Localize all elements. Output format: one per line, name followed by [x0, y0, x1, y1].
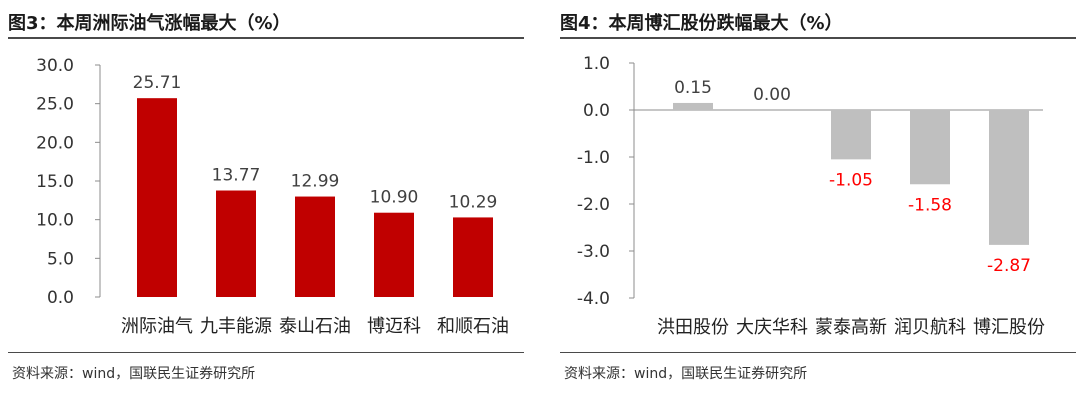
data-label: -2.87 — [987, 256, 1031, 276]
y-tick-label: 10.0 — [36, 211, 74, 231]
source-note: 资料来源：wind，国联民生证券研究所 — [12, 366, 256, 382]
y-tick-label: 30.0 — [36, 56, 74, 76]
bar-chart-losers: -4.0 -3.0 -2.0 -1.0 0.0 1.0 0.15 洪田股份 0.00 大庆华科 -1… — [577, 54, 1045, 338]
bar — [216, 190, 256, 297]
y-tick-label: -1.0 — [577, 148, 610, 168]
bar — [989, 110, 1029, 245]
data-label: -1.05 — [829, 170, 873, 190]
category-label: 博汇股份 — [973, 317, 1045, 338]
category-label: 蒙泰高新 — [815, 317, 887, 338]
left-chart-panel: 图3：本周洲际油气涨幅最大（%） 0.0 5.0 10.0 15.0 20.0 25.0 3… — [8, 13, 524, 382]
chart-title: 图4：本周博汇股份跌幅最大（%） — [560, 13, 843, 34]
category-label: 大庆华科 — [736, 317, 808, 338]
category-label: 泰山石油 — [279, 316, 351, 337]
title-divider — [8, 37, 524, 39]
category-label: 洪田股份 — [657, 317, 729, 338]
title-divider — [560, 37, 1076, 39]
y-tick-label: 0.0 — [47, 288, 74, 308]
y-tick-label: 5.0 — [47, 249, 74, 269]
data-label: 10.29 — [449, 192, 498, 212]
data-label: 12.99 — [291, 172, 340, 192]
bar — [910, 110, 950, 185]
category-label: 润贝航科 — [894, 317, 966, 338]
source-note: 资料来源：wind，国联民生证券研究所 — [564, 366, 808, 382]
y-tick-label: 15.0 — [36, 172, 74, 192]
right-chart-panel: 图4：本周博汇股份跌幅最大（%） -4.0 -3.0 -2.0 -1.0 0.0 1.0 0… — [552, 0, 1080, 401]
bottom-divider — [560, 352, 1076, 353]
data-label: 0.15 — [674, 78, 712, 98]
bar — [374, 212, 414, 297]
bar — [831, 110, 871, 160]
data-label: 10.90 — [370, 188, 419, 208]
category-label: 九丰能源 — [200, 316, 272, 337]
data-label: -1.58 — [908, 195, 952, 215]
y-tick-label: -4.0 — [577, 289, 610, 309]
y-tick-label: 0.0 — [583, 101, 610, 121]
data-label: 0.00 — [753, 85, 791, 105]
y-tick-label: -3.0 — [577, 242, 610, 262]
data-label: 25.71 — [133, 73, 182, 93]
y-tick-label: 25.0 — [36, 95, 74, 115]
bar — [673, 102, 713, 110]
bottom-divider — [8, 352, 524, 353]
y-tick-label: -2.0 — [577, 195, 610, 215]
bar-chart-gainers: 0.0 5.0 10.0 15.0 20.0 25.0 30.0 25.71 洲际油气 13.77… — [36, 56, 509, 337]
category-label: 和顺石油 — [437, 316, 509, 337]
y-tick-label: 1.0 — [583, 54, 610, 74]
bar — [295, 196, 335, 297]
category-label: 洲际油气 — [121, 316, 193, 337]
bar — [137, 98, 177, 297]
bar — [453, 217, 493, 297]
data-label: 13.77 — [212, 166, 261, 186]
chart-title: 图3：本周洲际油气涨幅最大（%） — [8, 13, 291, 34]
y-tick-label: 20.0 — [36, 133, 74, 153]
category-label: 博迈科 — [367, 316, 421, 337]
